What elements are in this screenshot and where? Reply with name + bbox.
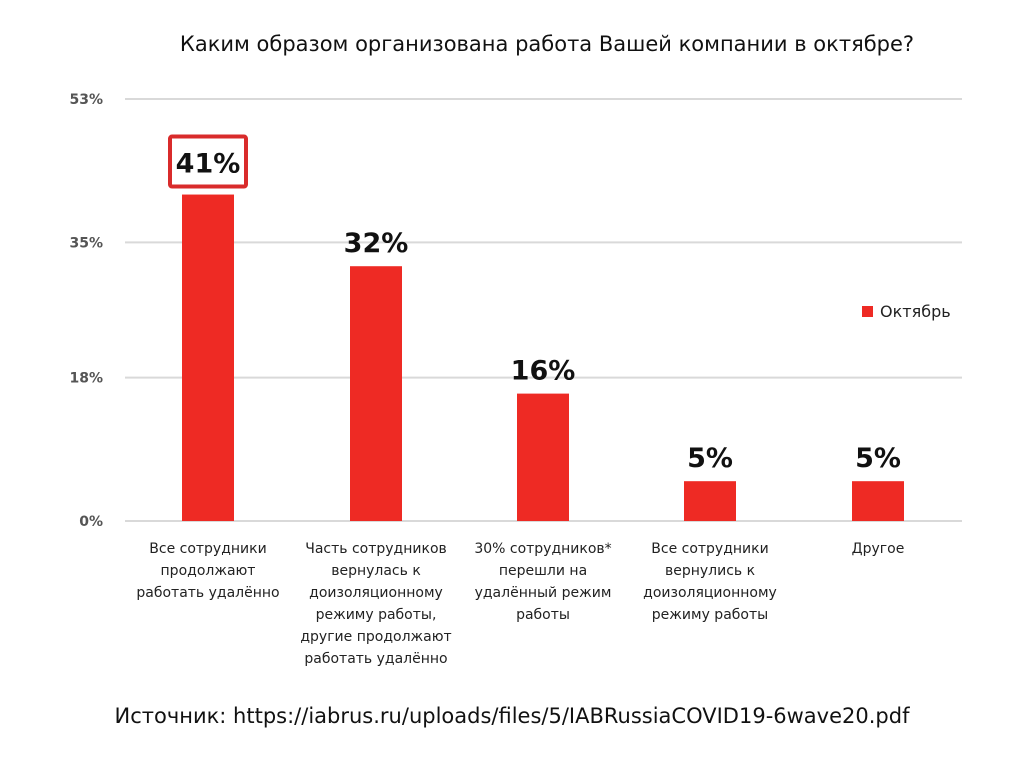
legend: Октябрь xyxy=(862,302,951,321)
y-tick-label: 53% xyxy=(69,92,103,108)
legend-swatch xyxy=(862,306,873,317)
category-label-line: перешли на xyxy=(499,563,587,579)
category-label-line: режиму работы, xyxy=(316,607,437,623)
category-label: Все сотрудники вернулись к доизоляционному… xyxy=(643,541,777,623)
y-tick-label: 0% xyxy=(79,514,103,530)
category-label-line: Все сотрудники xyxy=(651,541,768,557)
bar xyxy=(684,481,736,521)
category-label-line: Часть сотрудников xyxy=(305,541,447,557)
y-axis-ticks: 0% 18% 35% 53% xyxy=(69,92,103,530)
bar xyxy=(852,481,904,521)
category-label-line: работать удалённо xyxy=(136,585,279,601)
category-label: Все сотрудники продолжают работать удалённ… xyxy=(136,541,279,601)
y-tick-label: 35% xyxy=(69,235,103,251)
category-label-line: вернулась к xyxy=(331,563,421,579)
category-label-line: удалённый режим xyxy=(475,585,612,601)
source-caption: Источник: https://iabrus.ru/uploads/file… xyxy=(114,704,910,728)
value-labels: 41% 32% 16% 5% 5% xyxy=(168,134,901,474)
category-label-line: работать удалённо xyxy=(304,651,447,667)
y-tick-label: 18% xyxy=(69,371,103,387)
category-labels: Все сотрудники продолжают работать удалённ… xyxy=(136,541,904,667)
category-label: 30% сотрудников* перешли на удалённый режи… xyxy=(474,541,611,623)
bars xyxy=(182,194,904,521)
highlight-box xyxy=(168,134,248,189)
value-label: 32% xyxy=(344,228,409,259)
category-label-line: вернулись к xyxy=(665,563,755,579)
category-label: Часть сотрудников вернулась к доизоляционн… xyxy=(300,541,451,667)
value-label: 41% xyxy=(176,149,241,180)
bar xyxy=(517,393,569,521)
category-label-line: продолжают xyxy=(161,563,256,579)
category-label-line: Все сотрудники xyxy=(149,541,266,557)
category-label-line: 30% сотрудников* xyxy=(474,541,611,557)
value-label: 5% xyxy=(855,443,901,474)
category-label-line: работы xyxy=(516,607,570,623)
value-label: 5% xyxy=(687,443,733,474)
bar xyxy=(350,266,402,521)
category-label-line: Другое xyxy=(852,541,905,557)
category-label-line: доизоляционному xyxy=(309,585,443,601)
bar xyxy=(182,194,234,521)
legend-label: Октябрь xyxy=(880,302,951,321)
category-label-line: режиму работы xyxy=(652,607,768,623)
chart-title: Каким образом организована работа Вашей … xyxy=(179,32,915,56)
category-label: Другое xyxy=(852,541,905,557)
grid-lines xyxy=(125,98,962,522)
category-label-line: доизоляционному xyxy=(643,585,777,601)
value-label: 16% xyxy=(511,356,576,387)
category-label-line: другие продолжают xyxy=(300,629,451,645)
